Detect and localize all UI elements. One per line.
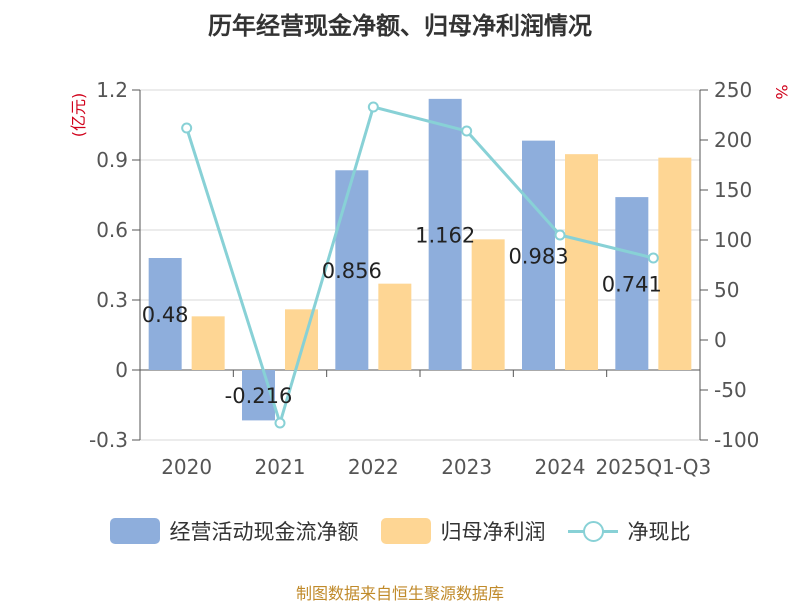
right-tick-label: -50 [714, 378, 747, 402]
ratio-point [274, 417, 286, 429]
bar-cashflow [615, 197, 649, 370]
left-tick-label: -0.3 [89, 428, 128, 452]
ratio-polyline [185, 105, 654, 429]
category-label: 2020 [161, 455, 212, 479]
left-axis-unit: (亿元) [69, 93, 88, 138]
data-labels: 0.48 -0.216 0.856 1.162 0.983 0.741 [142, 223, 662, 408]
bar-group [148, 98, 692, 421]
left-tick-label: 0.9 [96, 148, 128, 172]
legend-item-cashflow[interactable]: 经营活动现金流净额 [109, 516, 359, 546]
right-tick-label: 150 [714, 178, 752, 202]
left-tick-label: 0.6 [96, 218, 128, 242]
legend-item-ratio[interactable]: 净现比 [567, 516, 691, 546]
data-label-cashflow: 0.741 [602, 273, 662, 297]
legend-label-ratio: 净现比 [627, 520, 691, 544]
right-tick-label: 250 [714, 78, 752, 102]
legend: 经营活动现金流净额 归母净利润 净现比 [0, 516, 800, 546]
bar-net-profit [378, 283, 412, 370]
bar-net-profit [658, 157, 692, 370]
data-source-note: 制图数据来自恒生聚源数据库 [295, 584, 504, 603]
bar-cashflow [428, 98, 462, 370]
category-label: 2023 [441, 455, 492, 479]
data-label-cashflow: 0.983 [508, 244, 568, 268]
right-tick-label: 50 [714, 278, 739, 302]
right-tick-label: -100 [714, 428, 759, 452]
tick-labels: 1.20.90.60.30-0.3250200150100500-50-1002… [69, 78, 791, 479]
right-axis-unit: % [772, 84, 791, 99]
axes [132, 89, 708, 441]
ratio-line [181, 101, 659, 429]
data-label-cashflow: 1.162 [415, 223, 475, 247]
category-label: 2024 [535, 455, 586, 479]
left-tick-label: 1.2 [96, 78, 128, 102]
legend-label-net-profit: 归母净利润 [440, 520, 546, 544]
ratio-point [181, 122, 193, 134]
ratio-point [647, 252, 659, 264]
data-label-cashflow: 0.48 [142, 303, 189, 327]
ratio-point [461, 125, 473, 137]
right-tick-label: 100 [714, 228, 752, 252]
bar-net-profit [565, 154, 598, 370]
bar-cashflow [522, 140, 555, 370]
legend-label-cashflow: 经营活动现金流净额 [169, 520, 359, 544]
data-label-cashflow: -0.216 [225, 384, 293, 408]
category-label: 2025Q1-Q3 [595, 455, 711, 479]
category-label: 2021 [255, 455, 306, 479]
gridlines [140, 89, 700, 441]
legend-swatch-net-profit [380, 518, 431, 544]
bar-cashflow [242, 370, 275, 421]
left-tick-label: 0 [115, 358, 128, 382]
bar-net-profit [191, 316, 225, 370]
data-label-cashflow: 0.856 [322, 259, 382, 283]
ratio-point [367, 101, 379, 113]
category-label: 2022 [348, 455, 399, 479]
chart-title: 历年经营现金净额、归母净利润情况 [208, 12, 592, 40]
legend-swatch-cashflow [109, 518, 160, 544]
bar-net-profit [471, 239, 505, 370]
bar-cashflow [148, 258, 182, 370]
bar-cashflow [335, 170, 369, 370]
bar-net-profit [285, 309, 318, 370]
right-tick-label: 0 [714, 328, 727, 352]
right-tick-label: 200 [714, 128, 752, 152]
ratio-point [554, 229, 566, 241]
legend-item-net-profit[interactable]: 归母净利润 [380, 516, 546, 546]
left-tick-label: 0.3 [96, 288, 128, 312]
legend-swatch-ratio [567, 518, 618, 544]
